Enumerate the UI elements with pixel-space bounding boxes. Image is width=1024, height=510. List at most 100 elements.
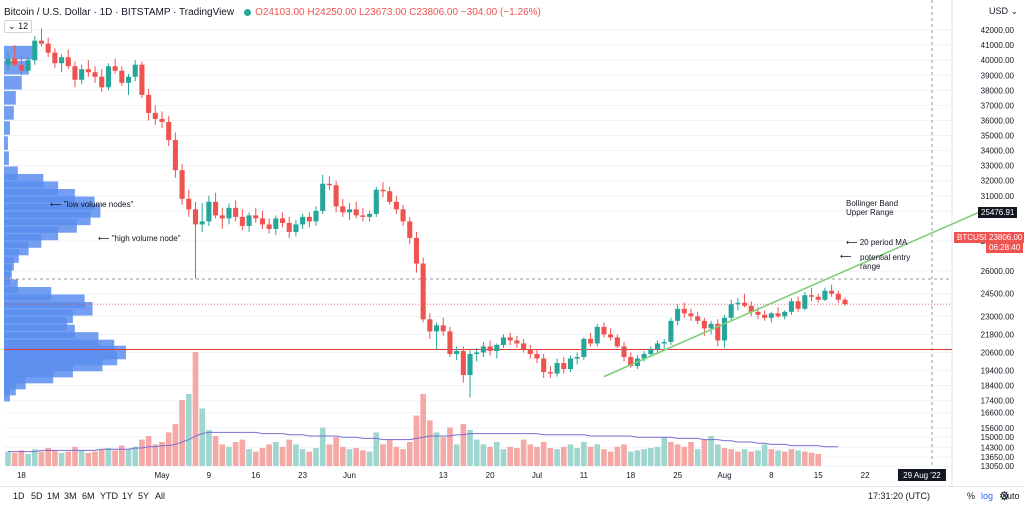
- candle-body: [534, 353, 540, 359]
- left-arrow-icon: ⟵: [98, 234, 110, 243]
- volume-bar: [58, 452, 65, 466]
- candle-body: [460, 350, 466, 376]
- candle-body: [199, 221, 205, 225]
- volume-bar: [607, 451, 614, 466]
- range-button-all[interactable]: All: [155, 491, 166, 501]
- volume-bar: [132, 446, 139, 466]
- candle-body: [139, 64, 145, 95]
- volume-bar: [406, 442, 413, 466]
- symbol-price-tag: BTCUSD: [954, 232, 993, 243]
- volume-profile-bar: [4, 76, 22, 90]
- y-tick-label: 32000.00: [981, 177, 1015, 186]
- volume-bar: [266, 444, 272, 466]
- candle-body: [286, 222, 292, 232]
- volume-profile-bar: [4, 106, 14, 120]
- utc-clock[interactable]: 17:31:20 (UTC): [868, 491, 931, 501]
- volume-bar: [668, 442, 674, 466]
- volume-bar: [373, 432, 380, 466]
- candle-body: [12, 58, 18, 65]
- candle-body: [608, 334, 614, 338]
- range-button-ytd[interactable]: YTD: [100, 491, 118, 501]
- x-tick-label: 13: [439, 471, 448, 480]
- x-tick-label: 16: [251, 471, 260, 480]
- range-button-5y[interactable]: 5Y: [138, 491, 150, 501]
- candle-body: [681, 308, 687, 314]
- range-button-1d[interactable]: 1D: [13, 491, 25, 501]
- percent-toggle[interactable]: %: [967, 491, 976, 501]
- range-button-3m[interactable]: 3M: [64, 491, 77, 501]
- volume-bar: [427, 420, 433, 466]
- volume-bar: [165, 432, 172, 466]
- candle-body: [99, 76, 105, 88]
- volume-bar: [5, 451, 11, 466]
- log-toggle[interactable]: log: [981, 491, 994, 501]
- y-tick-label: 18400.00: [981, 382, 1015, 391]
- symbol-title[interactable]: Bitcoin / U.S. Dollar · 1D · BITSTAMP · …: [4, 7, 235, 18]
- volume-bar: [755, 450, 761, 466]
- volume-bar: [433, 432, 440, 466]
- x-tick-label: 9: [207, 471, 212, 480]
- range-button-1y[interactable]: 1Y: [122, 491, 134, 501]
- y-tick-label: 13050.00: [981, 462, 1015, 471]
- volume-bar: [192, 352, 199, 466]
- candle-body: [755, 311, 761, 315]
- candle-body: [768, 313, 774, 318]
- volume-bar: [587, 446, 594, 466]
- marked-level-tag: 25476.91: [978, 207, 1018, 218]
- auto-toggle[interactable]: auto: [1002, 491, 1020, 501]
- volume-bar: [78, 450, 85, 466]
- currency-selector[interactable]: USD ⌄: [989, 6, 1018, 17]
- left-arrow-icon: ⟵: [846, 238, 858, 247]
- volume-bar: [480, 444, 487, 466]
- volume-bar: [514, 448, 520, 466]
- left-arrow-icon: ⟵: [50, 200, 62, 209]
- candle-body: [380, 189, 386, 192]
- volume-bar: [654, 446, 661, 466]
- volume-bar: [386, 439, 393, 466]
- y-tick-label: 34000.00: [981, 147, 1015, 156]
- y-tick-label: 42000.00: [981, 26, 1015, 35]
- candle-body: [72, 66, 78, 80]
- volume-bar: [306, 451, 313, 466]
- gear-icon[interactable]: ⚙: [999, 489, 1010, 503]
- candle-body: [346, 209, 353, 213]
- volume-bar: [366, 451, 373, 466]
- x-tick-label: 25: [673, 471, 682, 480]
- y-tick-label: 38000.00: [981, 86, 1015, 95]
- volume-bar: [581, 442, 587, 466]
- volume-bar: [25, 454, 31, 466]
- candle-body: [802, 295, 808, 309]
- volume-bar: [520, 439, 527, 466]
- candle-body: [45, 43, 51, 53]
- candle-body: [554, 363, 560, 374]
- y-tick-label: 39000.00: [981, 71, 1015, 80]
- annotation-ma20: ⟵ 20 period MA: [846, 238, 907, 247]
- candle-body: [320, 183, 326, 211]
- indicator-badge[interactable]: ⌄ 12: [4, 20, 33, 33]
- volume-profile-bar: [4, 256, 14, 271]
- currency-label: USD: [989, 6, 1009, 16]
- volume-bar: [179, 400, 185, 466]
- volume-bar: [199, 408, 205, 466]
- range-button-6m[interactable]: 6M: [82, 491, 95, 501]
- y-tick-label: 17400.00: [981, 397, 1015, 406]
- candle-body: [420, 263, 426, 320]
- range-button-1m[interactable]: 1M: [47, 491, 60, 501]
- range-button-5d[interactable]: 5D: [31, 491, 43, 501]
- annotation-low-volume-text: "low volume nodes": [63, 200, 134, 209]
- x-tick-label: 18: [17, 471, 26, 480]
- candle-body: [815, 296, 821, 300]
- volume-bar: [775, 450, 781, 466]
- candle-body: [119, 70, 125, 83]
- candle-body: [514, 340, 520, 344]
- volume-ma-line: [8, 431, 839, 453]
- y-tick-label: 36000.00: [981, 116, 1015, 125]
- y-tick-label: 23000.00: [981, 312, 1015, 321]
- volume-bar: [802, 451, 808, 466]
- chevron-down-icon: ⌄: [1010, 6, 1019, 16]
- volume-bar: [72, 446, 78, 466]
- volume-bar: [460, 424, 467, 466]
- chevron-down-icon: ⌄: [8, 21, 16, 31]
- candle-body: [219, 215, 225, 219]
